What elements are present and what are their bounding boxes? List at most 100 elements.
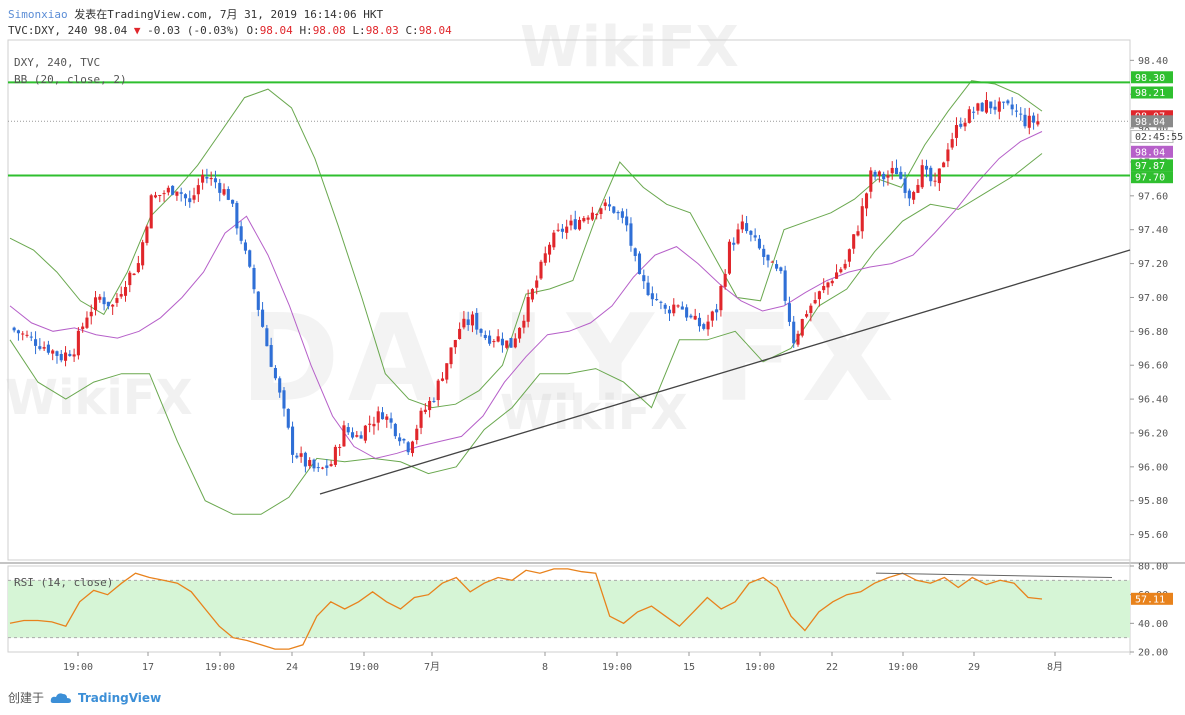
candle-body	[822, 285, 826, 291]
candle-body	[929, 167, 933, 182]
price-tick-label-6: 97.20	[1138, 259, 1168, 270]
candle-body	[329, 464, 333, 467]
bb-basis-line	[9, 131, 1043, 459]
candle-body	[942, 162, 946, 168]
rsi-last-tag-label: 57.11	[1135, 594, 1165, 605]
candle-body	[839, 269, 843, 273]
candle-body	[419, 410, 423, 428]
candle-body	[145, 226, 149, 243]
candle-body	[380, 412, 385, 420]
price-tag-6	[1131, 159, 1173, 172]
x-tick-label-3: 24	[286, 662, 298, 673]
candle-body	[607, 204, 612, 207]
publish-info: 发表在TradingView.com, 7月 31, 2019 16:14:06…	[74, 8, 384, 21]
candle-body	[1036, 121, 1040, 125]
candle-body	[775, 264, 779, 269]
x-tick-label-9: 19:00	[745, 662, 775, 673]
tradingview-link[interactable]: TradingView	[78, 690, 162, 705]
candle-body	[637, 253, 642, 275]
candle-body	[787, 303, 791, 322]
price-tag-1	[1131, 86, 1173, 99]
candle-body	[243, 242, 247, 251]
bb-lower-line	[9, 153, 1043, 515]
candle-body	[535, 280, 539, 288]
candle-body	[166, 187, 170, 193]
bb-upper-line	[9, 80, 1043, 409]
candle-body	[141, 242, 145, 266]
candle-body	[316, 467, 320, 469]
candle-body	[877, 171, 881, 177]
price-tick-label-14: 95.60	[1138, 530, 1168, 541]
candle-body	[393, 423, 397, 437]
candle-body	[209, 177, 213, 180]
candle-body	[445, 363, 449, 380]
candle-body	[222, 189, 226, 195]
candle-body	[727, 241, 731, 274]
candle-body	[213, 178, 217, 183]
rsi-tick-label-0: 80.00	[1138, 562, 1168, 573]
candle-body	[809, 305, 813, 313]
candle-body	[350, 432, 355, 438]
low-value: 98.03	[365, 24, 399, 37]
candle-body	[894, 167, 899, 175]
candle-body	[196, 185, 200, 195]
price-tick-label-12: 96.00	[1138, 462, 1168, 473]
candle-body	[312, 459, 316, 469]
tradingview-cloud-icon	[50, 692, 72, 703]
candle-body	[719, 286, 723, 311]
candle-body	[25, 334, 29, 336]
candle-body	[423, 409, 427, 412]
created-label: 创建于	[8, 691, 45, 705]
candle-body	[779, 267, 783, 272]
candle-body	[612, 206, 616, 213]
candle-body	[1002, 101, 1006, 103]
candle-body	[590, 212, 594, 220]
candle-body	[680, 306, 684, 310]
candle-body	[72, 354, 76, 357]
candle-body	[513, 338, 517, 348]
candle-body	[64, 352, 68, 361]
candle-body	[835, 272, 839, 279]
price-tick-label-2: 98.00	[1138, 124, 1168, 135]
candle-body	[59, 353, 63, 361]
rsi-legend[interactable]: RSI (14, close)	[14, 576, 114, 589]
price-tag-label-1: 98.21	[1135, 88, 1165, 99]
open-value: 98.04	[259, 24, 293, 37]
close-value: 98.04	[418, 24, 452, 37]
x-tick-label-0: 19:00	[63, 662, 93, 673]
candle-body	[946, 149, 950, 162]
candle-body	[355, 435, 359, 437]
down-arrow-icon: ▼	[133, 24, 141, 37]
candle-body	[1023, 114, 1027, 127]
candle-body	[406, 442, 410, 453]
candle-body	[886, 175, 890, 178]
author-link[interactable]: Simonxiao	[8, 8, 68, 21]
candle-body	[860, 206, 864, 232]
symbol-label: TVC:DXY, 240 98.04	[8, 24, 128, 37]
candle-body	[248, 250, 252, 267]
candle-body	[586, 217, 590, 220]
candle-body	[466, 319, 470, 325]
open-label: O:	[246, 24, 260, 37]
candle-body	[488, 335, 492, 344]
candle-body	[963, 122, 967, 127]
bollinger-legend[interactable]: BB (20, close, 2)	[14, 73, 127, 86]
candle-body	[852, 234, 856, 249]
x-tick-label-11: 19:00	[888, 662, 918, 673]
candle-body	[98, 296, 102, 300]
candle-body	[496, 336, 500, 342]
price-tick-label-0: 98.40	[1138, 56, 1168, 67]
candle-body	[261, 309, 265, 327]
candle-body	[231, 199, 235, 204]
candle-body	[89, 311, 93, 317]
candle-body	[745, 223, 749, 232]
candle-body	[869, 170, 873, 192]
candle-body	[492, 341, 496, 343]
main-series-legend[interactable]: DXY, 240, TVC	[14, 56, 101, 69]
candle-body	[633, 248, 637, 256]
candle-body	[218, 182, 222, 193]
candle-body	[295, 455, 299, 458]
candle-body	[325, 465, 329, 468]
candle-body	[920, 165, 924, 188]
candle-body	[415, 428, 419, 440]
